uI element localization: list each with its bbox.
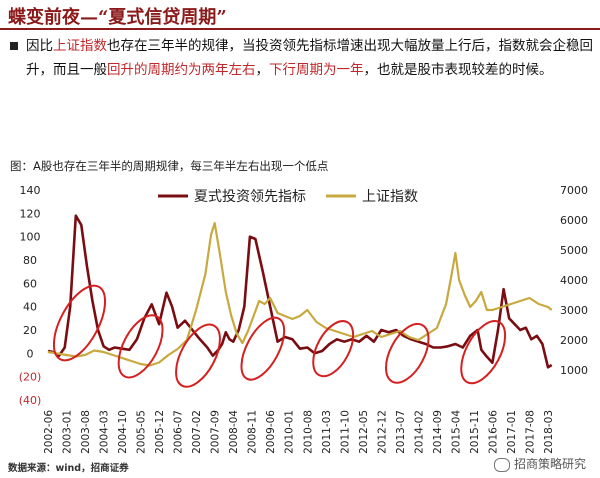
x-tick-label: 2016-06 bbox=[487, 410, 499, 454]
bullet-text-part5: ， bbox=[255, 62, 270, 78]
x-tick-label: 2012-05 bbox=[358, 410, 370, 454]
x-tick-label: 2014-02 bbox=[413, 410, 425, 454]
x-tick-label: 2010-01 bbox=[284, 410, 296, 454]
y-right-tick-label: 1000 bbox=[560, 364, 588, 377]
y-left-tick-label: 60 bbox=[23, 277, 37, 290]
y-right-tick-label: 5000 bbox=[560, 244, 588, 257]
x-tick-label: 2015-04 bbox=[450, 410, 462, 454]
source-note: 数据来源：wind，招商证券 bbox=[8, 463, 129, 474]
y-right-tick-label: 7000 bbox=[560, 184, 588, 197]
x-tick-label: 2010-08 bbox=[302, 410, 314, 454]
y-left-tick-label: 140 bbox=[20, 184, 41, 197]
x-tick-label: 2014-09 bbox=[432, 410, 444, 454]
x-tick-label: 2004-10 bbox=[117, 410, 129, 454]
x-tick-label: 2002-06 bbox=[43, 410, 55, 454]
bullet-text-part1: 因比 bbox=[26, 38, 53, 54]
x-tick-label: 2017-01 bbox=[506, 410, 518, 454]
x-tick-label: 2013-07 bbox=[395, 410, 407, 454]
watermark-text: 招商策略研究 bbox=[513, 457, 586, 471]
x-tick-label: 2005-12 bbox=[154, 410, 166, 454]
trough-ellipse bbox=[312, 320, 355, 378]
x-tick-label: 2017-08 bbox=[524, 410, 536, 454]
bullet-text-part3: 也存在三年半的规律，当投资领先指标增速出现大幅放量上行后，指数就会企稳回升，而且… bbox=[26, 38, 593, 78]
y-right-tick-label: 4000 bbox=[560, 274, 588, 287]
y-left-tick-label: 40 bbox=[23, 301, 37, 314]
trough-ellipse bbox=[240, 316, 286, 381]
x-tick-label: 2012-12 bbox=[376, 410, 388, 454]
x-tick-label: 2004-03 bbox=[99, 410, 111, 454]
title-divider bbox=[0, 28, 600, 30]
series-line-investment-indicator bbox=[47, 214, 553, 369]
x-tick-label: 2008-11 bbox=[247, 410, 259, 454]
y-left-tick-label: (20) bbox=[19, 371, 42, 384]
trough-ellipse bbox=[460, 320, 507, 385]
x-tick-label: 2009-06 bbox=[265, 410, 277, 454]
legend-label-shanghai-index: 上证指数 bbox=[362, 189, 418, 205]
trough-ellipse bbox=[52, 284, 107, 362]
bullet-text-part7: ，也就是股市表现较差的时候。 bbox=[363, 62, 553, 78]
trough-ellipse bbox=[385, 322, 430, 384]
y-left-tick-label: (40) bbox=[19, 394, 42, 407]
page-title: 蝶变前夜—“夏式信贷周期” bbox=[8, 7, 227, 28]
bullet-highlight-upcycle: 回升的周期约为两年左右 bbox=[107, 62, 256, 78]
bullet-highlight-downcycle: 下行周期为一年 bbox=[269, 62, 364, 78]
x-tick-label: 2003-08 bbox=[80, 410, 92, 454]
x-tick-label: 2008-04 bbox=[228, 410, 240, 454]
y-left-tick-label: 20 bbox=[23, 324, 37, 337]
y-right-tick-label: 2000 bbox=[560, 334, 588, 347]
x-tick-label: 2007-09 bbox=[210, 410, 222, 454]
wechat-icon bbox=[493, 457, 510, 472]
x-tick-label: 2011-10 bbox=[339, 410, 351, 454]
x-tick-label: 2018-03 bbox=[543, 410, 555, 454]
chart-caption: 图：A股也存在三年半的周期规律，每三年半左右出现一个低点 bbox=[10, 159, 329, 173]
watermark: 招商策略研究 bbox=[493, 455, 586, 472]
y-right-tick-label: 3000 bbox=[560, 304, 588, 317]
trough-ellipse bbox=[117, 314, 164, 379]
y-left-tick-label: 80 bbox=[23, 254, 37, 267]
y-right-tick-label: 6000 bbox=[560, 214, 588, 227]
x-tick-label: 2015-11 bbox=[469, 410, 481, 454]
y-left-tick-label: 100 bbox=[20, 231, 41, 244]
dual-axis-line-chart: 140 120 100 80 60 40 20 0 (20) (40) 7000 6000 5000 4… bbox=[19, 184, 588, 454]
y-left-tick-label: 120 bbox=[20, 207, 41, 220]
legend-label-investment-indicator: 夏式投资领先指标 bbox=[194, 189, 306, 205]
trough-ellipse bbox=[175, 323, 221, 388]
y-left-tick-label: 0 bbox=[27, 347, 34, 360]
bullet-text: 因比上证指数也存在三年半的规律，当投资领先指标增速出现大幅放量上行后，指数就会企… bbox=[26, 34, 593, 82]
bullet-paragraph: 因比上证指数也存在三年半的规律，当投资领先指标增速出现大幅放量上行后，指数就会企… bbox=[8, 34, 593, 82]
x-tick-label: 2007-02 bbox=[191, 410, 203, 454]
x-tick-label: 2005-05 bbox=[136, 410, 148, 454]
bullet-highlight-index: 上证指数 bbox=[53, 38, 107, 54]
bullet-square-icon bbox=[10, 42, 18, 50]
x-tick-label: 2011-03 bbox=[321, 410, 333, 454]
x-tick-label: 2003-01 bbox=[62, 410, 74, 454]
x-tick-label: 2006-07 bbox=[173, 410, 185, 454]
